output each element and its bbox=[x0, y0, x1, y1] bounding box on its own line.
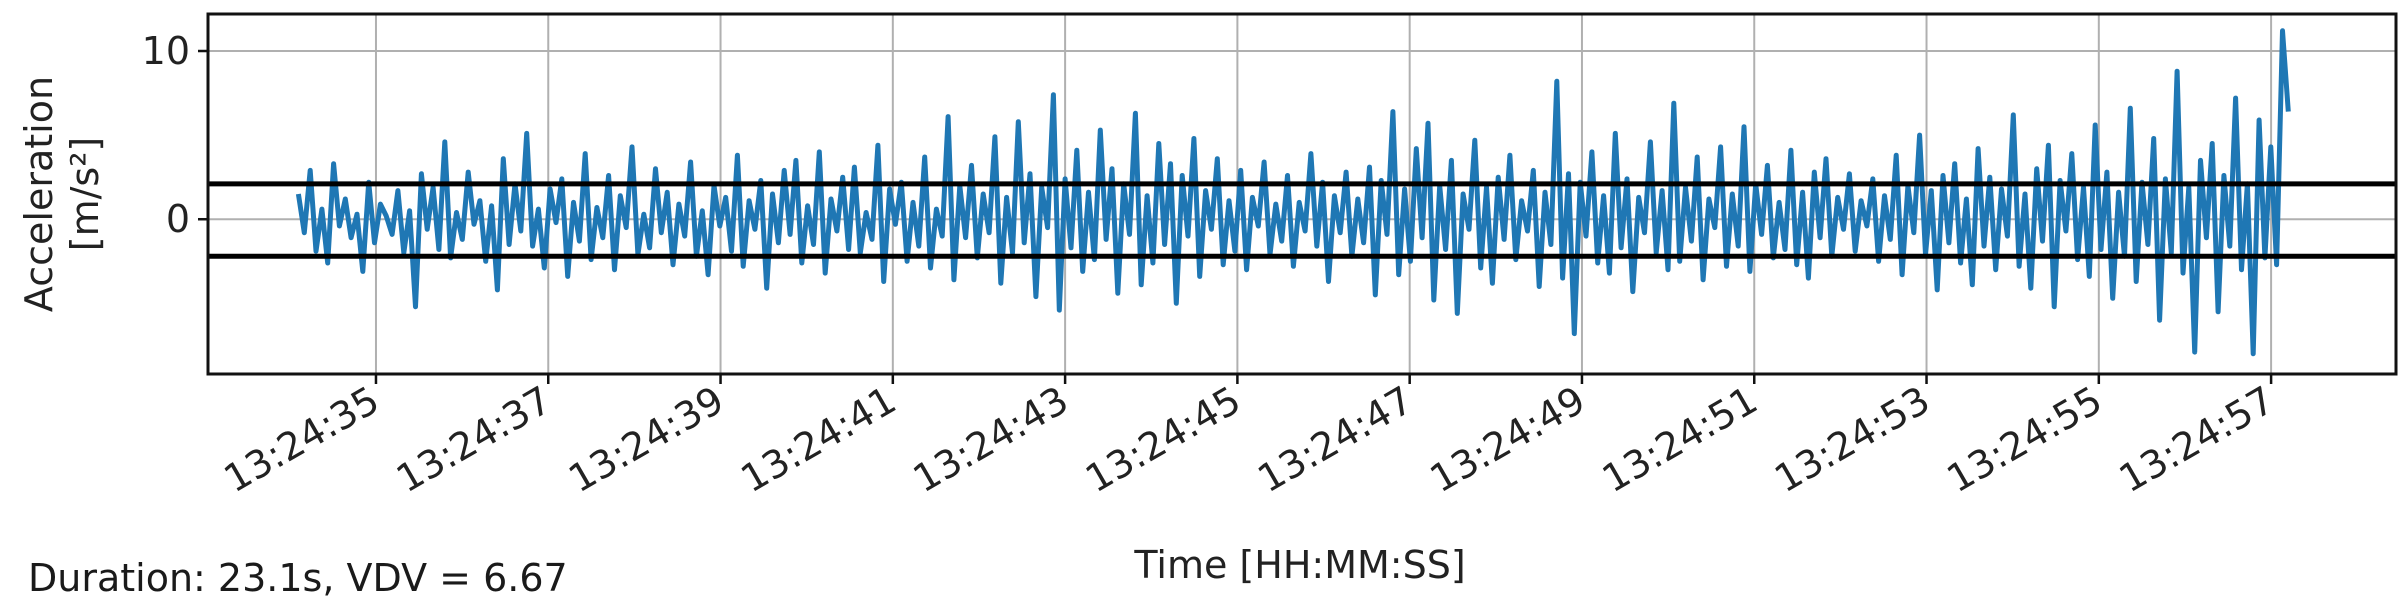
y-axis-label-line1: Acceleration bbox=[17, 76, 61, 312]
x-tick-label: 13:24:41 bbox=[734, 378, 904, 501]
acceleration-series-line bbox=[295, 28, 2291, 357]
x-axis-label: Time [HH:MM:SS] bbox=[1133, 543, 1465, 587]
x-tick-label: 13:24:57 bbox=[2112, 378, 2282, 501]
x-tick-label: 13:24:53 bbox=[1767, 378, 1937, 501]
plot-area bbox=[295, 28, 2291, 357]
plot-frame bbox=[206, 12, 2398, 376]
x-tick-label: 13:24:49 bbox=[1423, 378, 1593, 501]
duration-vdv-summary: Duration: 23.1s, VDV = 6.67 bbox=[28, 556, 568, 600]
x-axis: 13:24:35 13:24:37 13:24:39 13:24:41 13:24:43… bbox=[217, 374, 2282, 501]
y-axis-label: Acceleration [m/s²] bbox=[17, 76, 107, 312]
x-tick-label: 13:24:35 bbox=[217, 378, 387, 501]
y-tick-label: 10 bbox=[142, 29, 190, 73]
threshold-lines bbox=[208, 181, 2396, 259]
y-axis: 0 10 bbox=[142, 29, 208, 241]
x-tick-label: 13:24:45 bbox=[1078, 378, 1248, 501]
x-tick-label: 13:24:51 bbox=[1595, 378, 1765, 501]
x-tick-label: 13:24:47 bbox=[1250, 378, 1420, 501]
x-tick-label: 13:24:43 bbox=[906, 378, 1076, 501]
x-tick-label: 13:24:55 bbox=[1940, 378, 2110, 501]
x-tick-label: 13:24:37 bbox=[389, 378, 559, 501]
x-tick-label: 13:24:39 bbox=[561, 378, 731, 501]
y-axis-label-line2: [m/s²] bbox=[63, 137, 107, 252]
y-tick-label: 0 bbox=[166, 197, 190, 241]
